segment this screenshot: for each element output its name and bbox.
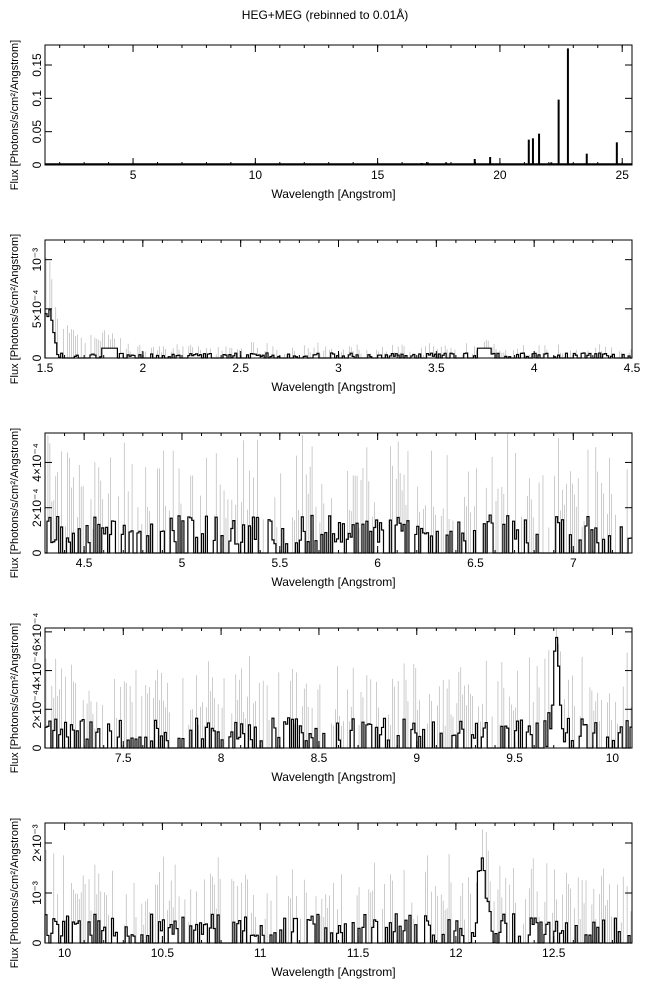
y-axis-label: Flux [Photons/s/cm²/Angstrom] bbox=[9, 818, 21, 968]
y-tick-label: 10⁻³ bbox=[30, 248, 44, 272]
x-tick-label: 10 bbox=[58, 946, 72, 960]
x-tick-label: 4.5 bbox=[624, 361, 641, 375]
x-tick-label: 2 bbox=[139, 361, 146, 375]
x-axis-label: Wavelength [Angstrom] bbox=[271, 770, 395, 784]
x-tick-label: 5 bbox=[179, 556, 186, 570]
spectrum-series bbox=[44, 829, 632, 944]
x-tick-label: 5.5 bbox=[271, 556, 288, 570]
y-tick-label: 4×10⁻⁴ bbox=[30, 651, 44, 690]
plot-frame bbox=[44, 44, 633, 166]
x-axis-label: Wavelength [Angstrom] bbox=[271, 187, 395, 201]
y-tick-label: 0 bbox=[30, 744, 44, 751]
x-tick-label: 11.5 bbox=[347, 946, 370, 960]
x-axis-label: Wavelength [Angstrom] bbox=[271, 965, 395, 979]
x-tick-label: 5 bbox=[130, 168, 137, 182]
x-tick-label: 3 bbox=[335, 361, 342, 375]
y-tick-label: 0 bbox=[30, 549, 44, 556]
y-tick-label: 4×10⁻⁴ bbox=[30, 443, 44, 482]
plot-frame bbox=[44, 239, 633, 359]
y-tick-label: 0 bbox=[30, 161, 44, 168]
chart-panel-5: 10 10.5 11 11.5 12 12.5 0 10⁻³ 2×10⁻³ Wavelength … bbox=[9, 818, 633, 979]
x-axis-label: Wavelength [Angstrom] bbox=[271, 575, 395, 589]
y-tick-label: 2×10⁻³ bbox=[30, 824, 44, 861]
chart-panel-2: 1.5 2 2.5 3 3.5 4 4.5 0 5×10⁻⁴ 10⁻³ Wavelength [An… bbox=[9, 234, 641, 394]
x-tick-label: 2.5 bbox=[232, 361, 249, 375]
x-axis-label: Wavelength [Angstrom] bbox=[271, 380, 395, 394]
y-tick-label: 0 bbox=[30, 354, 44, 361]
x-tick-label: 20 bbox=[493, 168, 507, 182]
x-tick-label: 10.5 bbox=[151, 946, 175, 960]
y-tick-label: 2×10⁻⁴ bbox=[30, 690, 44, 729]
x-tick-label: 9.5 bbox=[506, 751, 523, 765]
chart-panel-3: 4.5 5 5.5 6 6.5 7 0 2×10⁻⁴ 4×10⁻⁴ Wavelength [Ang… bbox=[9, 428, 633, 589]
y-axis-label: Flux [Photons/s/cm²/Angstrom] bbox=[9, 234, 21, 384]
spectrum-series bbox=[45, 433, 632, 554]
y-tick-label: 0 bbox=[30, 939, 44, 946]
y-axis-label: Flux [Photons/s/cm²/Angstrom] bbox=[9, 40, 21, 190]
x-tick-label: 6.5 bbox=[467, 556, 484, 570]
x-tick-label: 12.5 bbox=[542, 946, 566, 960]
x-tick-label: 8.5 bbox=[311, 751, 328, 765]
spectrum-series bbox=[44, 628, 632, 749]
x-tick-label: 7.5 bbox=[115, 751, 132, 765]
x-tick-label: 15 bbox=[371, 168, 385, 182]
x-tick-label: 3.5 bbox=[428, 361, 445, 375]
spectrum-line bbox=[44, 857, 632, 944]
spectrum-line bbox=[45, 514, 632, 554]
y-tick-label: 6×10⁻⁴ bbox=[30, 613, 44, 652]
x-tick-label: 4 bbox=[531, 361, 538, 375]
x-tick-label: 11 bbox=[254, 946, 267, 960]
y-tick-label: 0.15 bbox=[30, 53, 44, 77]
y-axis-label: Flux [Photons/s/cm²/Angstrom] bbox=[9, 428, 21, 578]
x-tick-label: 25 bbox=[616, 168, 630, 182]
y-tick-label: 10⁻³ bbox=[30, 881, 44, 905]
y-tick-label: 2×10⁻⁴ bbox=[30, 488, 44, 527]
x-tick-label: 6 bbox=[374, 556, 381, 570]
y-tick-label: 0.05 bbox=[30, 120, 44, 144]
x-tick-label: 12 bbox=[449, 946, 463, 960]
page-title: HEG+MEG (rebinned to 0.01Å) bbox=[241, 8, 409, 22]
spectrum-line bbox=[44, 309, 632, 359]
spectrum-series bbox=[45, 48, 632, 165]
x-tick-label: 4.5 bbox=[76, 556, 93, 570]
y-axis-label: Flux [Photons/s/cm²/Angstrom] bbox=[9, 623, 21, 773]
x-tick-label: 1.5 bbox=[37, 361, 54, 375]
spectrum-line bbox=[44, 636, 632, 749]
spectrum-series bbox=[44, 257, 632, 359]
chart-panel-4: 7.5 8 8.5 9 9.5 10 0 2×10⁻⁴4×10⁻⁴6×10⁻⁴ Waveleng… bbox=[9, 613, 633, 784]
chart-panel-1: 5 10 15 20 25 0 0.05 0.1 0.15 Wavelength [Angstro… bbox=[9, 40, 633, 201]
x-tick-label: 9 bbox=[413, 751, 420, 765]
x-tick-label: 10 bbox=[249, 168, 263, 182]
x-tick-label: 7 bbox=[570, 556, 577, 570]
y-tick-label: 5×10⁻⁴ bbox=[30, 290, 44, 329]
x-tick-label: 10 bbox=[606, 751, 620, 765]
y-tick-label: 0.1 bbox=[30, 90, 44, 107]
x-tick-label: 8 bbox=[218, 751, 225, 765]
